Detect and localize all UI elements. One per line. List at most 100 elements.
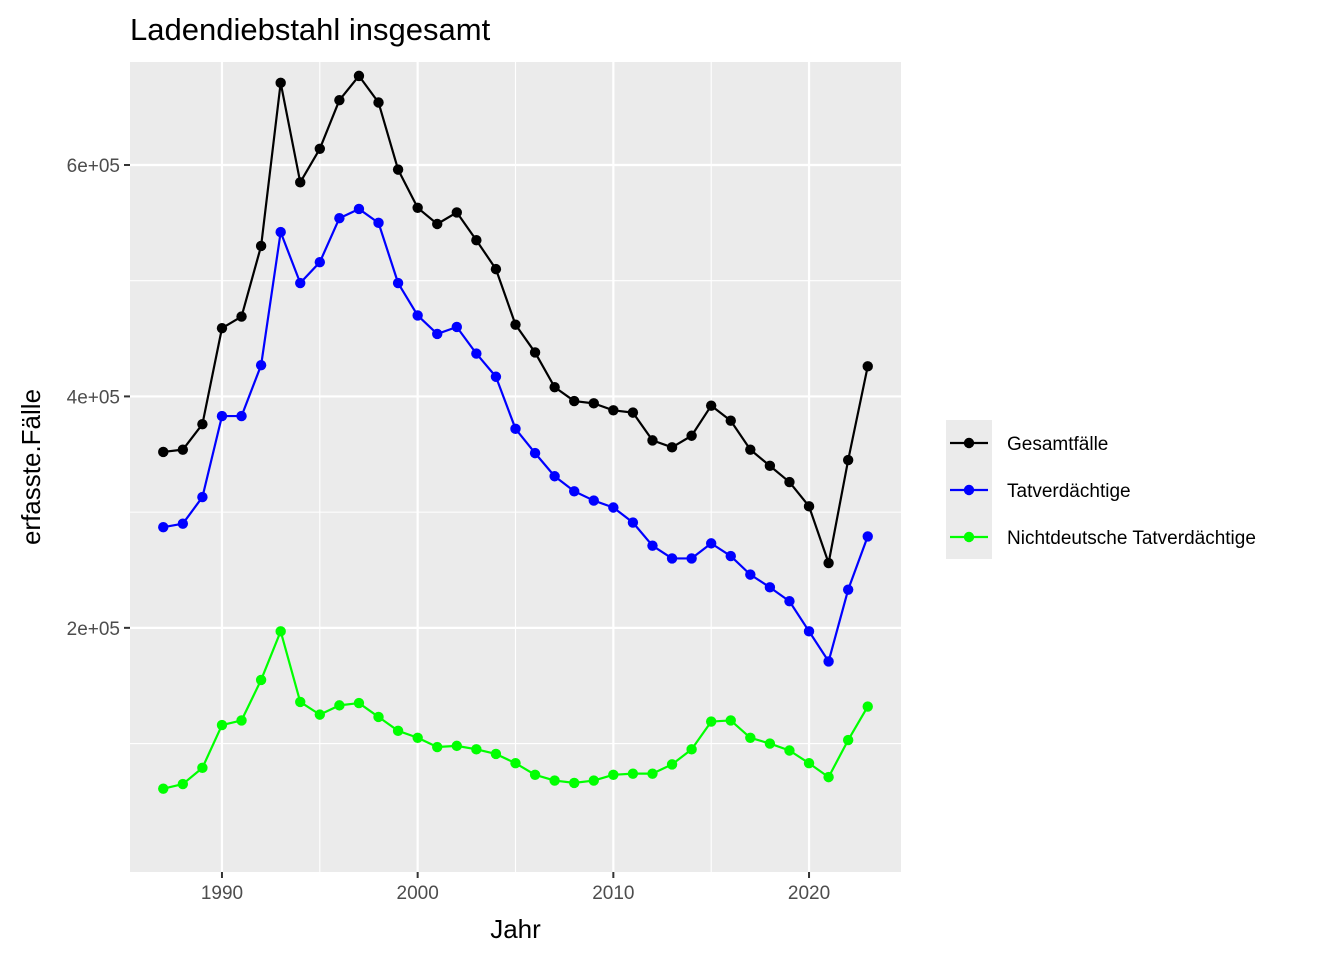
data-point [784, 745, 795, 756]
major-gridlines [130, 62, 901, 872]
data-point [627, 768, 639, 779]
data-point [451, 740, 462, 752]
axis-ticks [124, 163, 811, 878]
series-1 [158, 203, 873, 667]
data-point [686, 553, 697, 564]
data-point [373, 217, 384, 229]
data-point [471, 235, 482, 246]
data-point [412, 732, 423, 743]
data-point [549, 471, 560, 482]
data-point [803, 626, 815, 637]
data-point [647, 540, 658, 551]
data-point [784, 596, 795, 607]
y-tick-label: 2e+05 [67, 619, 120, 640]
data-point [647, 768, 658, 779]
legend-label: Tatverdächtige [1007, 481, 1131, 502]
legend-key-point [963, 531, 975, 543]
data-point [627, 517, 639, 528]
data-point [490, 371, 502, 382]
series-0 [158, 70, 873, 569]
data-point [255, 674, 267, 686]
data-point [255, 359, 267, 371]
data-point [216, 410, 228, 422]
data-point [510, 758, 521, 769]
legend-label: Gesamtfälle [1007, 434, 1108, 455]
data-point [823, 557, 834, 569]
data-point [764, 582, 776, 593]
data-point [451, 207, 462, 218]
data-point [373, 711, 384, 723]
data-point [803, 758, 815, 769]
data-point [725, 715, 736, 726]
x-axis-tick-labels: 1990 2000 2010 2020 [201, 883, 830, 904]
data-point [666, 759, 678, 770]
legend: Gesamtfälle Tatverdächtige Nichtdeutsche T… [946, 420, 1256, 559]
data-point [784, 476, 795, 488]
data-point [451, 321, 462, 333]
data-point [275, 77, 286, 89]
data-point [314, 256, 326, 268]
data-point [177, 518, 189, 529]
data-point [803, 501, 815, 512]
data-point [608, 769, 619, 780]
data-point [334, 213, 345, 224]
data-point [608, 405, 619, 416]
data-point [823, 771, 834, 783]
data-point [666, 442, 678, 453]
data-point [569, 777, 580, 789]
data-point [471, 348, 482, 359]
data-point [705, 538, 717, 549]
data-point [569, 486, 580, 497]
legend-item: Gesamtfälle [950, 434, 1108, 455]
data-point [353, 697, 365, 709]
data-point [608, 502, 619, 513]
data-point [862, 531, 873, 542]
series-layer [158, 70, 873, 794]
data-point [197, 491, 208, 503]
legend-label: Nichtdeutsche Tatverdächtige [1007, 528, 1256, 549]
data-point [373, 97, 384, 108]
data-point [588, 495, 599, 506]
x-tick-label: 2020 [788, 883, 830, 904]
data-point [588, 775, 599, 786]
data-point [432, 741, 443, 753]
data-point [334, 700, 345, 711]
data-point [158, 446, 169, 458]
y-axis-tick-labels: 2e+05 4e+05 6e+05 [67, 156, 120, 640]
data-point [275, 626, 286, 637]
data-point [197, 418, 208, 430]
data-point [725, 550, 736, 562]
data-point [216, 719, 228, 731]
legend-item: Nichtdeutsche Tatverdächtige [950, 528, 1256, 549]
data-point [745, 732, 756, 743]
data-point [705, 716, 717, 727]
data-point [510, 423, 521, 435]
data-point [197, 762, 208, 774]
data-point [295, 696, 306, 708]
series-2 [158, 626, 873, 794]
data-point [842, 734, 854, 746]
data-point [842, 584, 854, 595]
data-point [627, 407, 639, 418]
data-point [236, 410, 247, 422]
data-point [353, 70, 365, 82]
data-point [725, 415, 736, 426]
data-point [158, 521, 169, 533]
data-point [295, 277, 306, 289]
data-point [216, 322, 228, 334]
data-point [823, 656, 834, 667]
data-point [764, 738, 776, 749]
data-point [392, 277, 404, 289]
data-point [314, 143, 326, 154]
x-tick-label: 2010 [592, 883, 634, 904]
data-point [236, 715, 247, 726]
data-point [686, 744, 697, 755]
data-point [412, 202, 423, 213]
data-point [490, 748, 502, 760]
data-point [569, 395, 580, 407]
data-point [510, 319, 521, 330]
data-point [549, 775, 560, 786]
data-point [432, 328, 443, 340]
x-tick-label: 2000 [397, 883, 439, 904]
